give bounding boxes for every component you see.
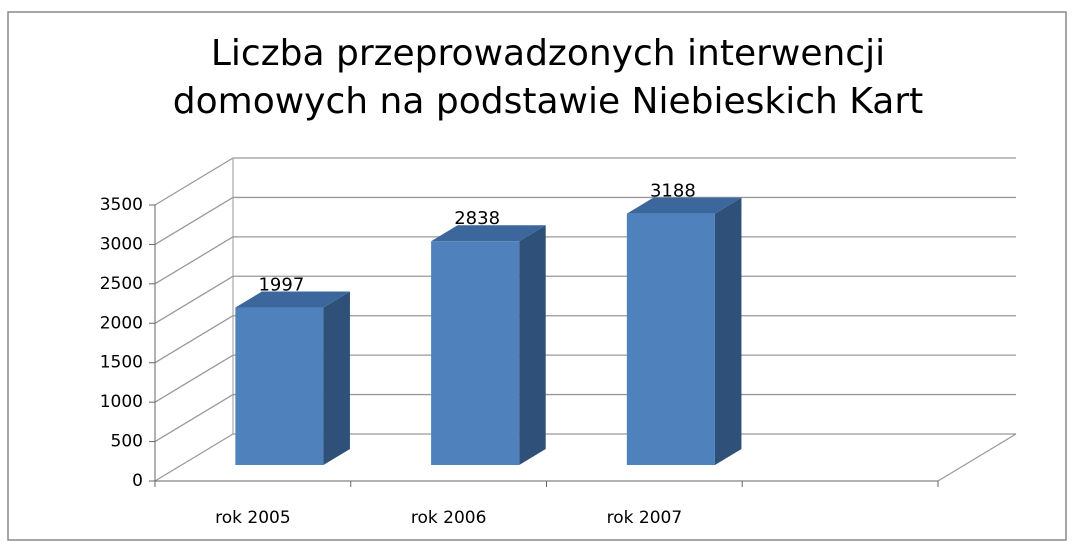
bar-side	[519, 225, 546, 466]
grid-line	[154, 157, 234, 206]
bar-top	[626, 197, 742, 214]
y-tick-label: 2000	[100, 313, 143, 333]
grid-line	[154, 394, 234, 443]
grid-line	[154, 315, 234, 364]
value-label: 2838	[454, 208, 500, 229]
y-tick-label: 3500	[100, 195, 143, 215]
grid-line	[154, 196, 234, 245]
bar-side	[714, 197, 742, 466]
bar	[431, 241, 520, 466]
y-tick-label: 500	[111, 432, 143, 452]
floor-edge	[937, 433, 1017, 482]
y-tick-label: 3000	[100, 234, 143, 254]
y-tick-label: 0	[132, 471, 143, 491]
grid-line	[154, 354, 234, 403]
chart-title: domowych na podstawie Niebieskich Kart	[173, 81, 923, 122]
x-tick-label: rok 2005	[215, 508, 291, 528]
grid-line	[154, 433, 234, 482]
grid-line	[154, 236, 234, 285]
y-tick-label: 1500	[100, 353, 143, 373]
bar-side	[323, 291, 350, 466]
bar-top	[235, 291, 350, 308]
x-tick-label: rok 2007	[607, 508, 683, 528]
x-tick-label: rok 2006	[411, 508, 487, 528]
value-label: 1997	[258, 275, 304, 296]
y-tick-label: 2500	[100, 274, 143, 294]
value-label: 3188	[650, 181, 696, 202]
grid-line	[154, 275, 234, 324]
bar-top	[431, 225, 546, 242]
bar	[235, 307, 324, 466]
y-tick-label: 1000	[100, 392, 143, 412]
bar	[626, 213, 715, 466]
chart-title: Liczba przeprowadzonych interwencji	[211, 33, 885, 74]
